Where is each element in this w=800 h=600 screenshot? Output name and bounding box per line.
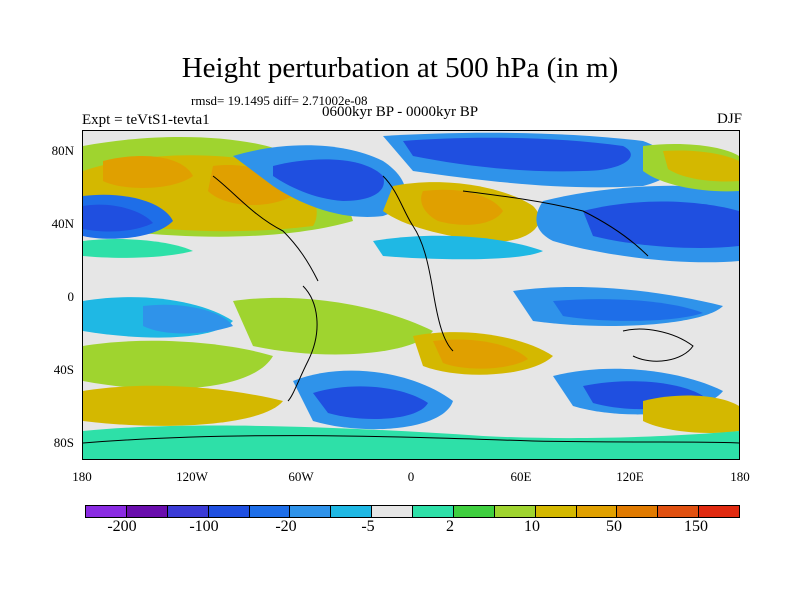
colorbar-swatch-7 (372, 506, 413, 517)
colorbar-swatch-2 (167, 506, 209, 517)
colorbar-swatch-14 (658, 506, 700, 517)
colorbar-swatch-8 (413, 506, 454, 517)
colorbar-swatch-13 (617, 506, 659, 517)
lat-tick-80n: 80N (51, 143, 74, 158)
rmsd-stats: rmsd= 19.1495 diff= 2.71002e-08 (191, 93, 368, 108)
lat-tick-40s: 40S (53, 362, 74, 377)
colorbar-swatch-9 (453, 506, 495, 517)
period-label: 0600kyr BP - 0000kyr BP (322, 104, 479, 120)
colorbar-swatch-12 (576, 506, 618, 517)
lon-tick-60w: 60W (288, 469, 314, 484)
colorbar-swatch-11 (535, 506, 577, 517)
height-anomaly-field (83, 131, 739, 459)
colorbar-label-minus100: -100 (189, 518, 219, 535)
lon-tick-120e: 120E (616, 469, 644, 484)
colorbar-label-minus5: -5 (361, 518, 375, 535)
colorbar-label-minus200: -200 (107, 518, 137, 535)
colorbar-swatch-10 (494, 506, 536, 517)
lon-tick-0: 0 (407, 469, 415, 484)
experiment-label: Expt = teVtS1-tevta1 (82, 112, 210, 128)
map-panel (82, 130, 740, 460)
colorbar-swatch-4 (249, 506, 291, 517)
colorbar (85, 505, 740, 518)
colorbar-label-minus20: -20 (275, 518, 297, 535)
colorbar-label-50: 50 (606, 518, 622, 535)
colorbar-swatch-1 (126, 506, 168, 517)
colorbar-swatch-5 (290, 506, 332, 517)
lon-tick-180e: 180 (730, 469, 750, 484)
colorbar-label-150: 150 (684, 518, 708, 535)
colorbar-swatch-6 (331, 506, 373, 517)
colorbar-swatch-3 (208, 506, 250, 517)
colorbar-swatch-0 (86, 506, 127, 517)
season-label: DJF (716, 111, 742, 127)
colorbar-label-10: 10 (524, 518, 540, 535)
lat-tick-80s: 80S (53, 435, 74, 450)
lat-tick-0: 0 (67, 289, 75, 304)
lon-tick-180w: 180 (72, 469, 92, 484)
lat-tick-40n: 40N (51, 216, 74, 231)
lon-tick-120w: 120W (176, 469, 208, 484)
plot-title: Height perturbation at 500 hPa (in m) (181, 52, 619, 84)
colorbar-swatch-15 (699, 506, 739, 517)
colorbar-label-2: 2 (446, 518, 454, 535)
lon-tick-60e: 60E (510, 469, 532, 484)
